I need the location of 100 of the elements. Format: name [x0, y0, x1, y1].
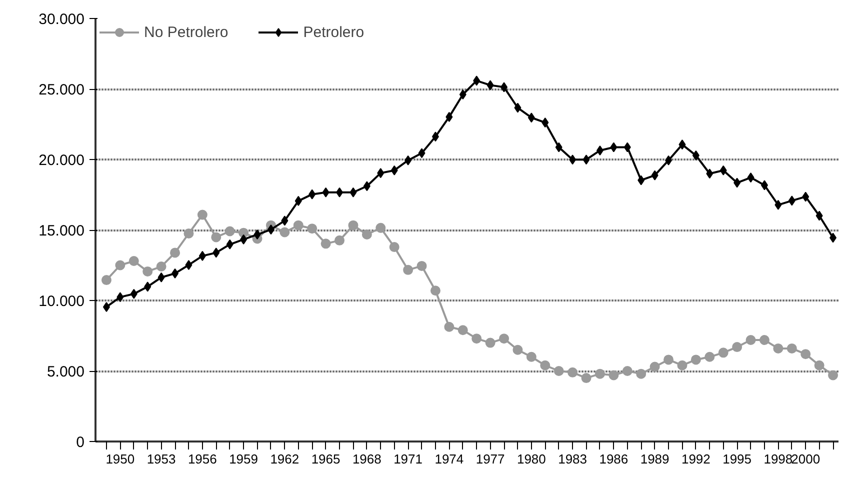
- point: [430, 286, 440, 296]
- x-tick-label: 1995: [722, 452, 752, 466]
- point: [472, 334, 482, 344]
- x-tick-label: 1989: [640, 452, 670, 466]
- x-tick-label: 1962: [270, 452, 300, 466]
- point: [293, 220, 304, 230]
- point: [554, 366, 564, 376]
- point: [377, 168, 384, 178]
- point: [816, 210, 823, 221]
- point: [226, 239, 234, 250]
- point: [650, 362, 660, 372]
- x-tick-label: 2000: [791, 452, 820, 466]
- point: [320, 238, 331, 249]
- point: [788, 196, 796, 206]
- x-tick-label: 1974: [434, 452, 464, 466]
- point: [128, 256, 139, 266]
- point: [281, 216, 288, 226]
- point: [446, 112, 453, 122]
- point: [224, 226, 235, 236]
- point: [363, 181, 370, 192]
- point: [130, 288, 138, 299]
- point: [322, 187, 330, 198]
- point: [116, 292, 124, 302]
- y-tick-label: 10.000: [38, 293, 85, 310]
- point: [624, 142, 631, 152]
- point: [485, 338, 496, 348]
- point: [774, 200, 782, 210]
- point: [416, 260, 427, 271]
- point: [608, 370, 619, 380]
- point: [514, 102, 522, 113]
- point: [569, 154, 576, 165]
- point: [418, 148, 426, 158]
- point: [350, 187, 357, 198]
- point: [677, 360, 688, 370]
- x-tick-label: 1959: [229, 452, 258, 466]
- point: [678, 140, 686, 150]
- point: [185, 260, 192, 270]
- point: [336, 187, 344, 198]
- point: [746, 334, 756, 345]
- point: [555, 142, 562, 152]
- point: [390, 165, 398, 176]
- point: [307, 224, 318, 234]
- y-tick-label: 15.000: [38, 222, 85, 240]
- point: [526, 352, 536, 362]
- point: [814, 360, 824, 370]
- point: [254, 230, 261, 240]
- point: [690, 354, 701, 365]
- point: [638, 175, 645, 186]
- point: [706, 168, 714, 179]
- point: [198, 250, 206, 261]
- point: [158, 272, 165, 282]
- point: [308, 189, 316, 200]
- point: [651, 170, 658, 180]
- y-tick-label: 5.000: [46, 364, 85, 380]
- x-tick-label: 1977: [476, 452, 505, 466]
- y-tick-label: 25.000: [38, 82, 85, 98]
- point: [732, 342, 742, 352]
- legend-label: No Petrolero: [144, 24, 228, 40]
- point: [459, 90, 466, 100]
- point: [499, 334, 510, 344]
- point: [267, 224, 274, 235]
- point: [540, 360, 550, 370]
- point: [486, 80, 494, 90]
- x-tick-label: 1950: [106, 452, 135, 466]
- point: [622, 366, 632, 376]
- point: [362, 230, 372, 240]
- point: [197, 210, 208, 220]
- point: [102, 302, 110, 312]
- y-tick-label: 20.000: [38, 152, 85, 169]
- x-tick-label: 1992: [681, 452, 710, 466]
- point: [747, 172, 754, 183]
- point: [184, 228, 194, 239]
- point: [115, 260, 126, 270]
- y-tick-label: 0: [76, 434, 84, 451]
- x-tick-label: 1998: [764, 452, 793, 466]
- x-tick-label: 1956: [188, 452, 217, 466]
- legend-label: Petrolero: [303, 24, 364, 40]
- point: [610, 142, 618, 152]
- point: [718, 348, 728, 358]
- point: [665, 155, 672, 166]
- point: [786, 343, 797, 354]
- point: [404, 155, 412, 166]
- point: [568, 367, 578, 378]
- point: [830, 232, 837, 243]
- point: [172, 268, 179, 278]
- point: [389, 242, 400, 252]
- point: [704, 352, 715, 362]
- point: [692, 150, 700, 160]
- point: [142, 266, 153, 276]
- point: [581, 373, 592, 384]
- point: [636, 368, 646, 379]
- point: [828, 370, 838, 380]
- point: [802, 192, 810, 202]
- x-tick-label: 1983: [558, 452, 588, 466]
- point: [773, 343, 784, 354]
- y-tick-label: 30.000: [38, 11, 85, 28]
- point: [348, 220, 358, 230]
- x-tick-label: 1953: [146, 452, 176, 466]
- point: [432, 132, 439, 142]
- x-tick-label: 1965: [311, 452, 340, 466]
